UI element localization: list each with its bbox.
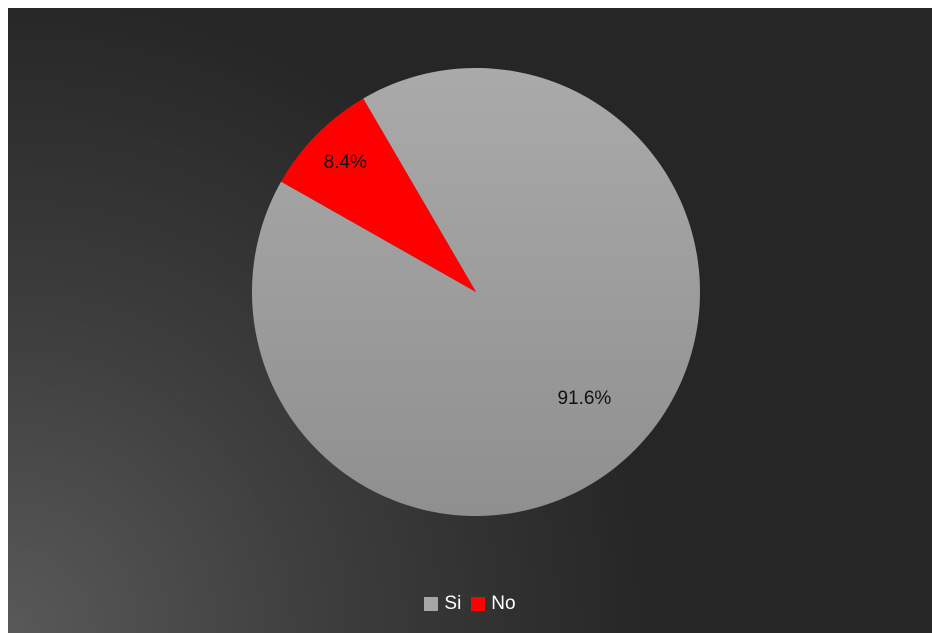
pie-slice-no xyxy=(281,98,476,292)
chart-area: 91.6% 8.4% Si No xyxy=(8,8,932,633)
legend: Si No xyxy=(8,593,932,615)
pie-data-labels: 91.6% 8.4% xyxy=(324,152,612,409)
legend-label-si: Si xyxy=(444,593,462,614)
pie-slices xyxy=(251,68,701,517)
legend-swatch-si xyxy=(424,597,439,611)
data-label-no: 8.4% xyxy=(324,152,367,173)
legend-item-si: Si xyxy=(424,593,461,615)
pie-chart: 91.6% 8.4% xyxy=(251,68,701,517)
legend-swatch-no xyxy=(471,597,486,611)
data-label-si: 91.6% xyxy=(557,388,611,409)
pie-slice-si xyxy=(251,68,701,517)
legend-label-no: No xyxy=(491,593,516,614)
legend-item-no: No xyxy=(471,593,516,615)
